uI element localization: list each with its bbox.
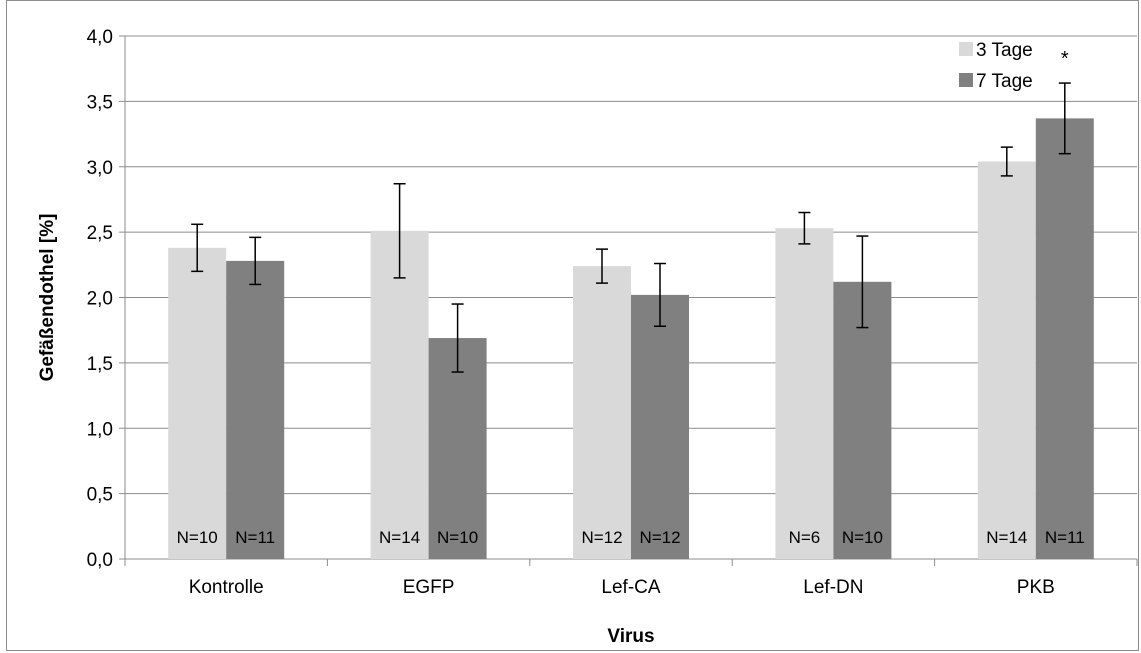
n-label: N=11 — [1045, 528, 1085, 547]
n-label: N=10 — [177, 528, 218, 547]
legend-swatch — [959, 42, 973, 56]
x-tick-label: PKB — [1017, 577, 1055, 598]
n-label: N=10 — [437, 528, 478, 547]
bar — [775, 228, 834, 559]
significance-marker: * — [1061, 48, 1069, 70]
y-tick-label: 0,5 — [87, 485, 113, 506]
n-label: N=12 — [639, 528, 680, 547]
y-tick-label: 4,0 — [87, 27, 113, 48]
bar-chart: 0,0 0,5 1,0 1,5 2,0 2,5 3,0 3,5 4,0 Kontrolle N=10… — [37, 27, 1138, 647]
x-tick-label: Lef-CA — [601, 577, 660, 598]
legend-label: 3 Tage — [976, 40, 1033, 61]
n-label: N=14 — [379, 528, 420, 547]
bar — [428, 338, 487, 559]
bar — [631, 294, 689, 559]
y-tick-label: 1,5 — [87, 354, 113, 375]
y-tick-label: 0,0 — [87, 550, 113, 571]
y-axis-title: Gefäßendothel [%] — [37, 214, 58, 382]
bar — [226, 260, 285, 559]
y-tick-label: 1,0 — [87, 419, 113, 440]
x-axis-title: Virus — [607, 626, 654, 647]
bar — [977, 161, 1036, 559]
y-tick-label: 2,0 — [87, 289, 113, 310]
bar — [370, 230, 429, 559]
n-label: N=10 — [842, 528, 883, 547]
bar — [168, 247, 227, 559]
y-tick-label: 3,5 — [87, 92, 113, 113]
bar — [573, 266, 631, 559]
y-tick-label: 3,0 — [87, 158, 113, 179]
n-label: N=14 — [986, 528, 1027, 547]
legend-swatch — [959, 73, 973, 87]
n-label: N=6 — [789, 528, 821, 547]
legend-label: 7 Tage — [976, 71, 1033, 92]
bar — [1035, 118, 1094, 559]
chart-frame: 0,0 0,5 1,0 1,5 2,0 2,5 3,0 3,5 4,0 Kontrolle N=10… — [6, 0, 1139, 651]
x-tick-label: EGFP — [403, 577, 455, 598]
n-label: N=11 — [235, 528, 275, 547]
y-tick-label: 2,5 — [87, 223, 113, 244]
x-tick-label: Lef-DN — [803, 577, 863, 598]
x-tick-label: Kontrolle — [189, 577, 264, 598]
n-label: N=12 — [581, 528, 622, 547]
